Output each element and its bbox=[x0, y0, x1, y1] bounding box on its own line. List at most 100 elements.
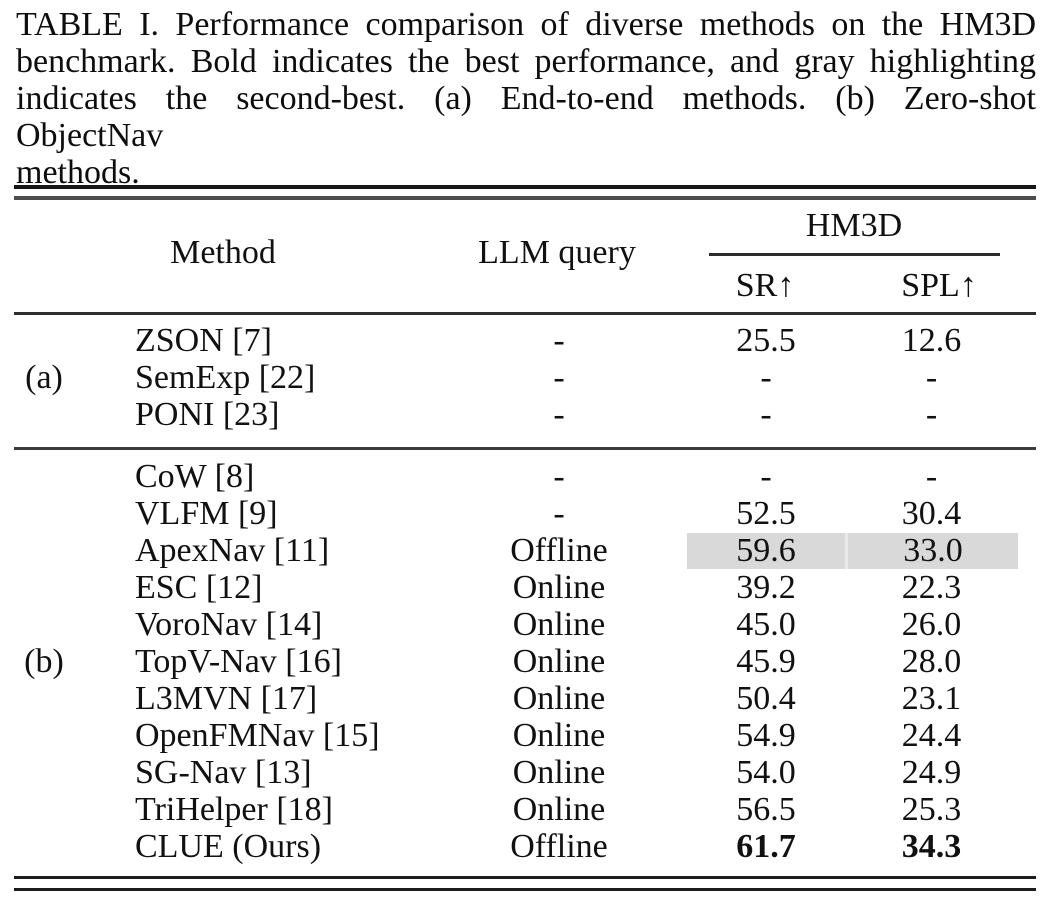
section-label bbox=[14, 755, 74, 791]
spl-cell: 23.1 bbox=[901, 679, 962, 717]
spl-cell: 22.3 bbox=[901, 568, 962, 606]
method-cell: ApexNav [11] bbox=[135, 531, 330, 569]
method-cell: SG-Nav [13] bbox=[135, 753, 312, 791]
table-row: L3MVN [17] Online 50.4 23.1 bbox=[14, 680, 1036, 717]
sr-cell: 54.9 bbox=[736, 716, 796, 754]
sr-cell: - bbox=[760, 457, 772, 495]
section-label bbox=[14, 570, 74, 606]
caption-line: benchmark. Bold indicates the best perfo… bbox=[16, 43, 1036, 80]
llm-query-cell: Online bbox=[512, 679, 606, 717]
llm-query-cell: Online bbox=[512, 753, 606, 791]
table-row: CoW [8] - - - bbox=[14, 458, 1036, 495]
caption-line: TABLE I. Performance comparison of diver… bbox=[16, 6, 1036, 43]
table-row: ZSON [7] - 25.5 12.6 bbox=[14, 322, 1036, 359]
spl-cell: 12.6 bbox=[901, 321, 962, 359]
spl-cell: 33.0 bbox=[845, 532, 1018, 569]
llm-query-cell: - bbox=[553, 321, 565, 359]
llm-query-cell: - bbox=[553, 395, 565, 433]
sr-cell: 45.9 bbox=[736, 642, 796, 680]
table-row: TriHelper [18] Online 56.5 25.3 bbox=[14, 791, 1036, 828]
llm-query-cell: Offline bbox=[510, 531, 608, 569]
llm-query-cell: Online bbox=[512, 642, 606, 680]
sr-cell: 25.5 bbox=[736, 321, 796, 359]
spl-cell: - bbox=[925, 395, 938, 433]
section-label bbox=[14, 533, 74, 569]
sr-cell: - bbox=[760, 358, 772, 396]
section-label: (a) bbox=[25, 358, 63, 396]
method-cell: VoroNav [14] bbox=[135, 605, 323, 643]
spl-cell: 24.9 bbox=[901, 753, 962, 791]
sr-cell: 56.5 bbox=[736, 790, 796, 828]
table-row: VoroNav [14] Online 45.0 26.0 bbox=[14, 606, 1036, 643]
method-cell: L3MVN [17] bbox=[135, 679, 318, 717]
spl-cell: 25.3 bbox=[901, 790, 962, 828]
table-row: CLUE (Ours) Offline 61.7 34.3 bbox=[14, 828, 1036, 865]
caption-line: methods. bbox=[16, 154, 140, 191]
method-cell: CoW [8] bbox=[135, 457, 255, 495]
llm-query-cell: - bbox=[553, 457, 565, 495]
bottom-rule-outer bbox=[14, 888, 1036, 891]
sr-cell: 59.6 bbox=[687, 532, 845, 569]
llm-query-cell: Online bbox=[512, 790, 606, 828]
section-label bbox=[14, 607, 74, 643]
column-header-method: Method bbox=[170, 234, 276, 271]
spl-cell: 26.0 bbox=[901, 605, 962, 643]
top-rule-inner bbox=[14, 196, 1036, 200]
bottom-rule-inner bbox=[14, 876, 1036, 879]
sr-cell: 50.4 bbox=[736, 679, 796, 717]
table-row: (a) SemExp [22] - - - bbox=[14, 359, 1036, 396]
method-cell: OpenFMNav [15] bbox=[135, 716, 380, 754]
table-row: ApexNav [11] Offline 59.6 33.0 bbox=[14, 532, 1036, 569]
results-table: Method LLM query HM3D SR↑ SPL↑ ZSON [7] … bbox=[14, 185, 1036, 891]
table-caption: TABLE I. Performance comparison of diver… bbox=[16, 6, 1036, 191]
section-label bbox=[14, 323, 74, 359]
llm-query-cell: Online bbox=[512, 605, 606, 643]
method-cell: PONI [23] bbox=[135, 395, 280, 433]
sr-cell: 54.0 bbox=[736, 753, 796, 791]
llm-query-cell: Offline bbox=[510, 827, 608, 865]
method-cell: TopV-Nav [16] bbox=[135, 642, 342, 680]
section-label: (b) bbox=[24, 642, 64, 680]
table-row: (b) TopV-Nav [16] Online 45.9 28.0 bbox=[14, 643, 1036, 680]
table-row: OpenFMNav [15] Online 54.9 24.4 bbox=[14, 717, 1036, 754]
column-header-llm-query: LLM query bbox=[478, 234, 636, 271]
table-row: SG-Nav [13] Online 54.0 24.9 bbox=[14, 754, 1036, 791]
spl-cell: - bbox=[925, 358, 938, 396]
sr-cell: - bbox=[760, 395, 772, 433]
top-rule-outer bbox=[14, 185, 1036, 189]
caption-line: indicates the second-best. (a) End-to-en… bbox=[16, 80, 1036, 154]
sr-cell: 45.0 bbox=[736, 605, 796, 643]
sr-cell: 39.2 bbox=[736, 568, 796, 606]
method-cell: VLFM [9] bbox=[135, 494, 278, 532]
method-cell: ZSON [7] bbox=[135, 321, 272, 359]
section-label bbox=[14, 496, 74, 532]
sr-cell: 61.7 bbox=[736, 827, 796, 865]
table-row: ESC [12] Online 39.2 22.3 bbox=[14, 569, 1036, 606]
spl-cell: 30.4 bbox=[901, 494, 962, 532]
method-cell: SemExp [22] bbox=[135, 358, 316, 396]
section-label bbox=[14, 829, 74, 865]
method-cell: TriHelper [18] bbox=[135, 790, 333, 828]
section-divider-rule bbox=[14, 447, 1036, 450]
section-label bbox=[14, 792, 74, 828]
spl-cell: 34.3 bbox=[901, 827, 962, 865]
spl-cell: - bbox=[925, 457, 938, 495]
section-b-zero-shot: CoW [8] - - - VLFM [9] - 52.5 30.4 ApexN… bbox=[14, 450, 1036, 865]
column-header-sr: SR↑ bbox=[735, 267, 795, 304]
llm-query-cell: - bbox=[553, 494, 565, 532]
section-label bbox=[14, 718, 74, 754]
llm-query-cell: Online bbox=[512, 568, 606, 606]
section-a-end-to-end: ZSON [7] - 25.5 12.6 (a) SemExp [22] - -… bbox=[14, 315, 1036, 433]
column-group-header-hm3d: HM3D bbox=[805, 207, 903, 244]
llm-query-cell: - bbox=[553, 358, 565, 396]
section-label bbox=[14, 397, 74, 433]
column-header-spl: SPL↑ bbox=[901, 267, 977, 304]
method-cell: ESC [12] bbox=[135, 568, 263, 606]
sr-cell: 52.5 bbox=[736, 494, 796, 532]
spl-cell: 28.0 bbox=[901, 642, 962, 680]
section-label bbox=[14, 459, 74, 495]
hm3d-group-rule bbox=[709, 253, 1000, 256]
table-header: Method LLM query HM3D SR↑ SPL↑ bbox=[14, 200, 1036, 312]
table-row: PONI [23] - - - bbox=[14, 396, 1036, 433]
spl-cell: 24.4 bbox=[901, 716, 962, 754]
